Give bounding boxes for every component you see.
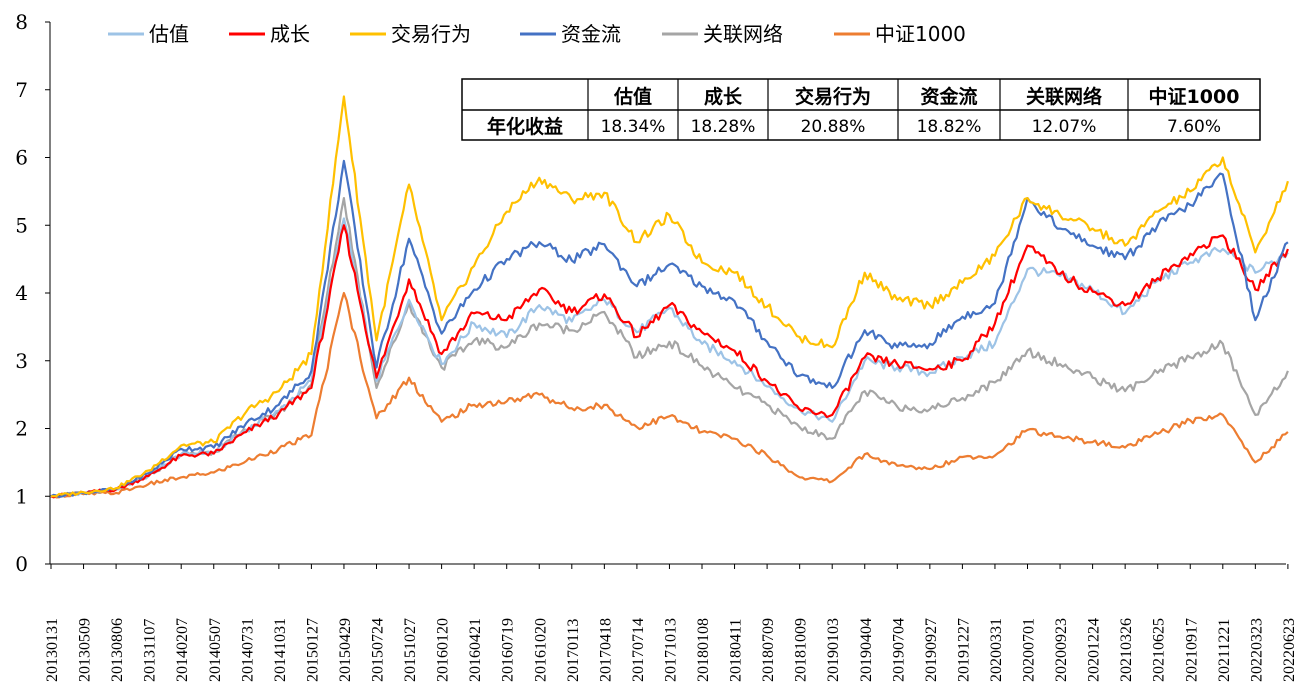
annual-return-table: 年化收益 估值 18.34% 成长 18.28% 交易行为 20.88% 资金流 18.82% 关… [461, 78, 1261, 141]
x-tick-label: 20170113 [565, 619, 582, 682]
x-tick-label: 20140207 [174, 618, 191, 682]
y-tick-label: 2 [15, 417, 28, 441]
x-tick-label: 20160120 [435, 618, 452, 682]
chart-legend: 估值 成长 交易行为 资金流 关联网络 中证1000 [108, 22, 966, 46]
x-tick-label: 20140731 [239, 618, 256, 682]
chart-series [50, 95, 1289, 499]
x-tick-label: 20180709 [760, 618, 777, 682]
series-line-3 [50, 159, 1289, 498]
legend-label: 资金流 [561, 22, 621, 46]
series-line-2 [50, 95, 1289, 498]
table-value-cell: 18.82% [917, 117, 982, 137]
x-tick-label: 20180108 [695, 618, 712, 682]
x-tick-label: 20130509 [77, 618, 94, 682]
table-header-cell: 资金流 [920, 85, 977, 108]
x-tick-label: 20190927 [923, 618, 940, 682]
table-value-cell: 7.60% [1167, 117, 1221, 137]
x-tick-label: 20171013 [662, 618, 679, 682]
legend-label: 成长 [270, 22, 310, 46]
series-line-0 [50, 217, 1289, 498]
x-tick-label: 20130131 [44, 618, 61, 682]
y-tick-label: 3 [15, 349, 28, 373]
table-header-cell: 估值 [613, 85, 652, 108]
legend-label: 交易行为 [391, 22, 471, 46]
x-tick-label: 20220623 [1281, 618, 1298, 682]
legend-label: 估值 [149, 22, 189, 46]
x-tick-label: 20161020 [532, 618, 549, 682]
table-header-cell: 关联网络 [1026, 85, 1102, 108]
y-tick-label: 4 [15, 281, 28, 305]
x-tick-label: 20191227 [955, 618, 972, 682]
x-tick-label: 20210625 [1151, 618, 1168, 682]
x-tick-label: 20160719 [500, 618, 517, 682]
table-header-cell: 中证1000 [1149, 85, 1240, 108]
table-value-cell: 18.28% [691, 117, 756, 137]
table-value-cell: 20.88% [801, 117, 866, 137]
x-tick-label: 20200701 [1021, 618, 1038, 682]
table-value-cell: 18.34% [601, 117, 666, 137]
x-tick-label: 20220323 [1248, 618, 1265, 682]
x-tick-label: 20150724 [370, 618, 387, 682]
y-tick-label: 5 [15, 213, 28, 237]
table-value-cell: 12.07% [1032, 117, 1097, 137]
x-tick-label: 20201224 [1086, 618, 1103, 682]
x-tick-label: 20150127 [304, 618, 321, 682]
x-tick-label: 20160421 [467, 618, 484, 682]
series-line-5 [50, 291, 1289, 499]
x-tick-label: 20151027 [402, 618, 419, 682]
x-tick-label: 20200923 [1053, 618, 1070, 682]
chart-axes: 0 1 2 3 4 5 6 7 8 20130131 20130509 20130806 2013110… [15, 10, 1298, 682]
x-tick-label: 20210326 [1118, 618, 1135, 682]
y-tick-label: 0 [15, 552, 28, 576]
table-row-label: 年化收益 [487, 115, 563, 138]
x-tick-label: 20130806 [109, 618, 126, 682]
x-tick-label: 20131107 [142, 619, 159, 682]
y-tick-label: 8 [15, 10, 28, 34]
table-header-cell: 成长 [704, 85, 743, 108]
y-tick-label: 1 [15, 484, 28, 508]
y-tick-label: 7 [15, 78, 28, 102]
x-tick-label: 20170714 [630, 618, 647, 682]
x-tick-label: 20190103 [825, 618, 842, 682]
legend-label: 关联网络 [703, 22, 783, 46]
x-tick-label: 20190404 [858, 618, 875, 682]
series-line-4 [50, 197, 1289, 499]
x-tick-label: 20200331 [988, 618, 1005, 682]
x-tick-label: 20170418 [597, 618, 614, 682]
legend-label: 中证1000 [875, 22, 966, 46]
x-tick-label: 20181009 [793, 618, 810, 682]
series-line-1 [50, 224, 1289, 499]
x-tick-label: 20190704 [890, 618, 907, 682]
x-tick-label: 20150429 [337, 618, 354, 682]
y-tick-label: 6 [15, 146, 28, 170]
table-header-cell: 交易行为 [795, 85, 871, 108]
x-tick-label: 20211221 [1216, 619, 1233, 682]
x-tick-label: 20141031 [272, 618, 289, 682]
x-tick-label: 20140507 [207, 618, 224, 682]
x-tick-label: 20180411 [728, 619, 745, 682]
x-tick-label: 20210917 [1183, 618, 1200, 682]
